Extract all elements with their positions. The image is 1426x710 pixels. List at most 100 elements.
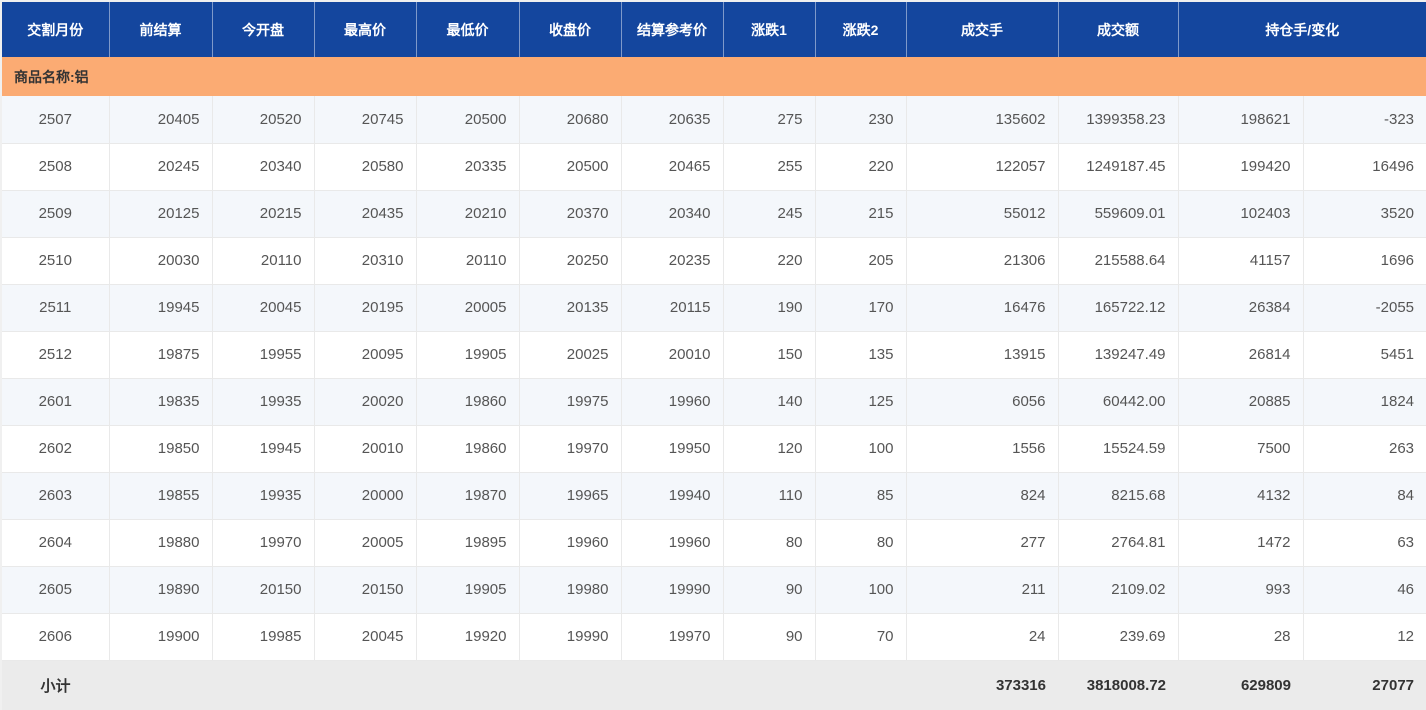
cell-value: 165722.12 — [1058, 284, 1179, 332]
cell-value: 19935 — [212, 472, 315, 520]
subtotal-empty-cell — [314, 660, 416, 710]
cell-value: -323 — [1303, 96, 1426, 144]
cell-value: 19960 — [621, 378, 724, 426]
subtotal-change: 27077 — [1303, 660, 1426, 710]
cell-value: 20150 — [212, 566, 315, 614]
cell-value: 215588.64 — [1058, 237, 1179, 285]
cell-value: 20340 — [212, 143, 315, 191]
table-row: 2511 19945 20045 20195 20005 20135 20115 190 170… — [2, 284, 1426, 332]
cell-value: 199420 — [1178, 143, 1304, 191]
cell-value: 20115 — [621, 284, 724, 332]
cell-value: 19900 — [109, 613, 213, 661]
table-row: 2508 20245 20340 20580 20335 20500 20465 255 220… — [2, 143, 1426, 191]
subtotal-empty-cell — [723, 660, 815, 710]
col-header-low: 最低价 — [416, 2, 520, 57]
cell-value: 20245 — [109, 143, 213, 191]
cell-value: 3520 — [1303, 190, 1426, 238]
commodity-group-row: 商品名称:铝 — [2, 57, 1426, 96]
cell-delivery-month: 2602 — [2, 425, 110, 473]
cell-value: 20005 — [314, 519, 417, 567]
cell-delivery-month: 2601 — [2, 378, 110, 426]
cell-value: 19860 — [416, 425, 520, 473]
cell-delivery-month: 2604 — [2, 519, 110, 567]
col-header-volume: 成交手 — [906, 2, 1059, 57]
subtotal-empty-cell — [815, 660, 906, 710]
cell-delivery-month: 2507 — [2, 96, 110, 144]
col-header-high: 最高价 — [314, 2, 417, 57]
commodity-name-label: 商品名称:铝 — [2, 57, 1426, 96]
subtotal-empty-cell — [621, 660, 723, 710]
cell-value: 84 — [1303, 472, 1426, 520]
cell-value: 6056 — [906, 378, 1059, 426]
cell-delivery-month: 2605 — [2, 566, 110, 614]
cell-delivery-month: 2603 — [2, 472, 110, 520]
cell-value: 1399358.23 — [1058, 96, 1179, 144]
col-header-delivery-month: 交割月份 — [2, 2, 110, 57]
cell-delivery-month: 2510 — [2, 237, 110, 285]
cell-value: 110 — [723, 472, 816, 520]
cell-value: 20635 — [621, 96, 724, 144]
cell-value: 41157 — [1178, 237, 1304, 285]
table-row: 2606 19900 19985 20045 19920 19990 19970 90 70 24… — [2, 613, 1426, 661]
col-header-change1: 涨跌1 — [723, 2, 816, 57]
cell-value: 20210 — [416, 190, 520, 238]
cell-delivery-month: 2512 — [2, 331, 110, 379]
cell-value: 20250 — [519, 237, 622, 285]
cell-value: 20195 — [314, 284, 417, 332]
cell-value: 993 — [1178, 566, 1304, 614]
cell-value: 239.69 — [1058, 613, 1179, 661]
cell-value: 1249187.45 — [1058, 143, 1179, 191]
cell-value: 100 — [815, 566, 907, 614]
cell-value: 19905 — [416, 331, 520, 379]
cell-value: 19850 — [109, 425, 213, 473]
cell-value: 135 — [815, 331, 907, 379]
cell-value: 19975 — [519, 378, 622, 426]
cell-value: 20010 — [314, 425, 417, 473]
cell-value: 80 — [815, 519, 907, 567]
table-row: 2509 20125 20215 20435 20210 20370 20340 245 215… — [2, 190, 1426, 238]
cell-value: 205 — [815, 237, 907, 285]
cell-value: 20030 — [109, 237, 213, 285]
cell-value: 26814 — [1178, 331, 1304, 379]
cell-value: 90 — [723, 613, 816, 661]
cell-value: 20310 — [314, 237, 417, 285]
subtotal-volume: 373316 — [906, 660, 1058, 710]
cell-value: 20045 — [314, 613, 417, 661]
cell-value: 19945 — [109, 284, 213, 332]
cell-value: 20370 — [519, 190, 622, 238]
table-row: 2603 19855 19935 20000 19870 19965 19940 110 85 8… — [2, 472, 1426, 520]
cell-value: 90 — [723, 566, 816, 614]
cell-value: 245 — [723, 190, 816, 238]
table-row: 2510 20030 20110 20310 20110 20250 20235 220 205… — [2, 237, 1426, 285]
cell-value: 20340 — [621, 190, 724, 238]
cell-value: 20520 — [212, 96, 315, 144]
cell-value: 20335 — [416, 143, 520, 191]
cell-value: 20680 — [519, 96, 622, 144]
cell-value: 15524.59 — [1058, 425, 1179, 473]
cell-value: 139247.49 — [1058, 331, 1179, 379]
cell-value: 4132 — [1178, 472, 1304, 520]
table-row: 2512 19875 19955 20095 19905 20025 20010 150 135… — [2, 331, 1426, 379]
subtotal-empty-cell — [109, 660, 212, 710]
cell-value: 19895 — [416, 519, 520, 567]
subtotal-row: 小计 373316 3818008.72 629809 27077 — [2, 660, 1426, 710]
cell-value: 255 — [723, 143, 816, 191]
cell-value: 1824 — [1303, 378, 1426, 426]
col-header-turnover: 成交额 — [1058, 2, 1179, 57]
cell-value: 122057 — [906, 143, 1059, 191]
cell-value: 20885 — [1178, 378, 1304, 426]
cell-value: 2109.02 — [1058, 566, 1179, 614]
cell-value: 19855 — [109, 472, 213, 520]
cell-value: 21306 — [906, 237, 1059, 285]
cell-value: 150 — [723, 331, 816, 379]
cell-value: 19905 — [416, 566, 520, 614]
cell-value: 2764.81 — [1058, 519, 1179, 567]
cell-value: 20465 — [621, 143, 724, 191]
cell-value: 20405 — [109, 96, 213, 144]
cell-value: 19860 — [416, 378, 520, 426]
cell-value: 220 — [815, 143, 907, 191]
cell-value: 1556 — [906, 425, 1059, 473]
cell-value: 16476 — [906, 284, 1059, 332]
cell-value: 19985 — [212, 613, 315, 661]
